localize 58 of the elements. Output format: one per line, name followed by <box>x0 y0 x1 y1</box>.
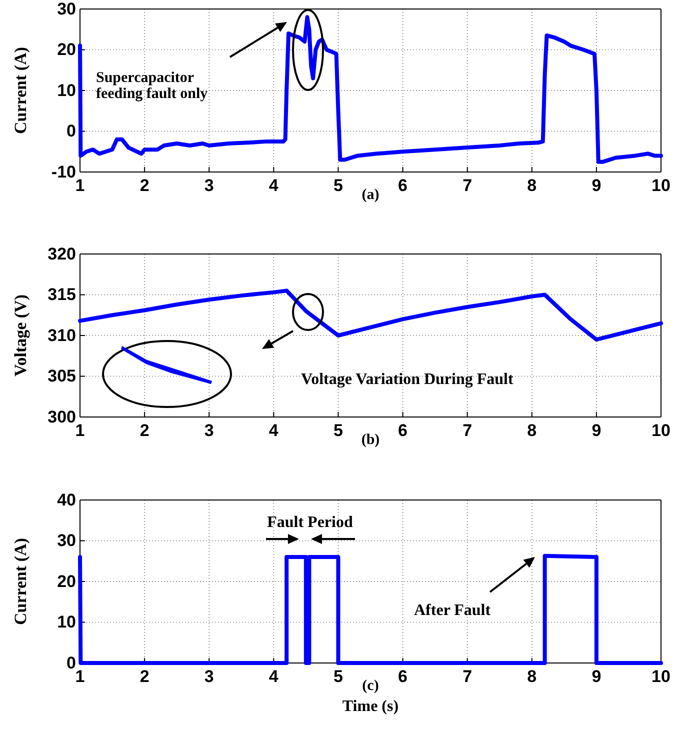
annotation: Supercapacitor feeding fault only <box>96 70 208 102</box>
x-tick-label: 9 <box>592 176 602 196</box>
x-tick-label: 4 <box>268 421 279 440</box>
x-tick-label: 4 <box>268 667 279 686</box>
y-tick-label: 0 <box>66 653 76 672</box>
x-tick-label: 7 <box>462 667 472 686</box>
x-tick-label: 8 <box>527 667 537 686</box>
x-tick-label: 9 <box>592 421 602 440</box>
x-axis-title: (b) <box>361 432 380 448</box>
x-tick-label: 1 <box>75 176 85 196</box>
x-tick-label: 1 <box>75 667 85 686</box>
y-tick-label: 300 <box>48 407 76 426</box>
x-tick-label: 3 <box>204 176 214 196</box>
y-tick-label: -10 <box>51 162 76 182</box>
x-tick-label: 6 <box>398 176 408 196</box>
x-tick-label: 10 <box>652 176 670 196</box>
y-tick-label: 310 <box>48 326 76 345</box>
x-tick-label: 2 <box>140 667 150 686</box>
x-axis-title: (a) <box>362 187 380 203</box>
x-tick-label: 5 <box>333 667 343 686</box>
x-tick-label: 7 <box>462 421 472 440</box>
x-tick-label: 4 <box>268 176 279 196</box>
x-tick-label: 9 <box>592 667 602 686</box>
y-tick-label: 40 <box>57 490 76 510</box>
y-tick-label: 10 <box>57 80 76 100</box>
x-axis-title: Time (s) <box>342 698 399 715</box>
x-tick-label: 5 <box>333 176 343 196</box>
text: (c) <box>362 678 379 694</box>
x-tick-label: 3 <box>204 421 214 440</box>
y-tick-label: 10 <box>57 612 76 632</box>
annotation: After Fault <box>414 602 492 619</box>
y-axis-title: Current (A) <box>11 46 30 134</box>
x-tick-label: 8 <box>527 421 537 440</box>
x-tick-label: 10 <box>652 421 670 440</box>
x-tick-label: 6 <box>398 667 408 686</box>
y-tick-label: 30 <box>57 531 76 550</box>
y-tick-label: 20 <box>57 572 76 591</box>
x-tick-label: 6 <box>398 421 408 440</box>
x-tick-label: 1 <box>75 421 85 440</box>
y-axis-title: Current (A) <box>11 538 30 626</box>
x-tick-label: 7 <box>462 176 472 196</box>
y-tick-label: 30 <box>57 0 76 18</box>
y-tick-label: 20 <box>57 40 76 60</box>
x-tick-label: 5 <box>333 421 343 440</box>
y-axis-title: Voltage (V) <box>11 294 30 376</box>
y-tick-label: 320 <box>48 244 76 264</box>
x-tick-label: 2 <box>140 421 150 440</box>
x-tick-label: 3 <box>204 667 214 686</box>
line-series <box>78 15 663 164</box>
x-tick-label: 2 <box>140 176 150 196</box>
x-tick-label: 10 <box>652 667 670 686</box>
y-tick-label: 315 <box>48 285 76 304</box>
x-tick-label: 8 <box>527 176 537 196</box>
y-tick-label: 0 <box>66 122 76 141</box>
line-series <box>78 288 663 342</box>
annotation: Fault Period <box>267 514 353 531</box>
y-tick-label: 305 <box>48 366 76 386</box>
annotation: Voltage Variation During Fault <box>301 371 514 388</box>
